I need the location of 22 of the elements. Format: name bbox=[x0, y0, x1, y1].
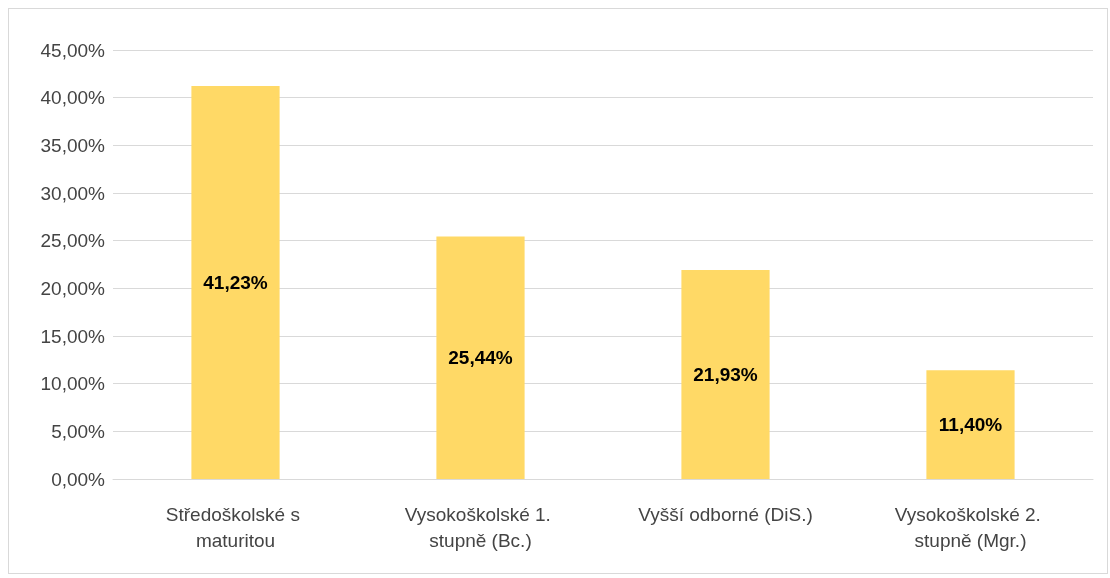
bar bbox=[681, 269, 770, 479]
y-tick-label: 5,00% bbox=[51, 420, 106, 442]
y-tick-label: 10,00% bbox=[40, 373, 106, 395]
data-label: 25,44% bbox=[448, 347, 513, 369]
y-tick-label: 40,00% bbox=[40, 87, 106, 109]
x-tick-label: Středoškolské s maturitou bbox=[165, 503, 306, 551]
data-label: 21,93% bbox=[693, 363, 758, 385]
y-tick-label: 45,00% bbox=[40, 39, 106, 61]
x-tick-label: Vyšší odborné (DiS.) bbox=[638, 503, 813, 525]
data-label: 41,23% bbox=[203, 271, 268, 293]
data-label: 11,40% bbox=[938, 414, 1003, 436]
y-tick-label: 0,00% bbox=[51, 468, 106, 490]
bar bbox=[436, 236, 525, 479]
y-tick-label: 20,00% bbox=[40, 277, 106, 299]
y-tick-label: 35,00% bbox=[40, 134, 106, 156]
x-tick-label: Vysokoškolské 2. stupně (Mgr.) bbox=[894, 503, 1047, 551]
bar bbox=[191, 85, 280, 479]
y-tick-label: 25,00% bbox=[40, 230, 106, 252]
y-tick-label: 30,00% bbox=[40, 182, 106, 204]
bar bbox=[926, 370, 1015, 479]
y-tick-label: 15,00% bbox=[40, 325, 106, 347]
x-tick-label: Vysokoškolské 1. stupně (Bc.) bbox=[404, 503, 557, 551]
